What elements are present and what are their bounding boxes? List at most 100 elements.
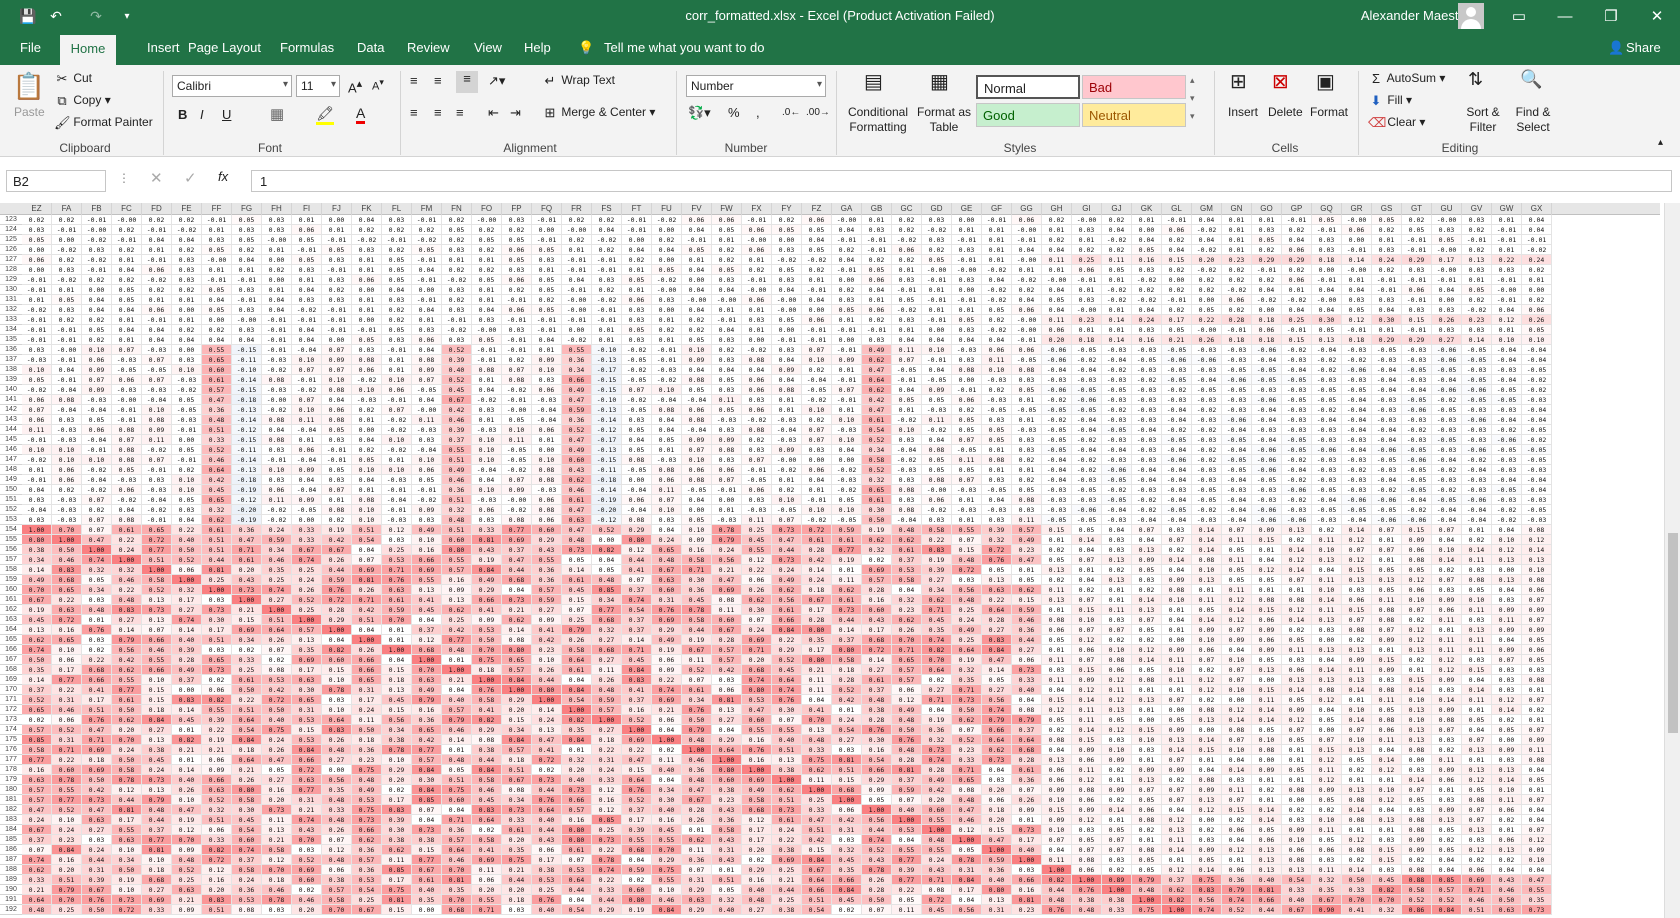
- cell[interactable]: 0.20: [1192, 255, 1222, 265]
- cell[interactable]: 0.14: [1072, 535, 1102, 545]
- cell[interactable]: 0.05: [832, 495, 862, 505]
- cell[interactable]: 0.66: [1012, 875, 1042, 885]
- cell[interactable]: 0.04: [562, 675, 592, 685]
- cell[interactable]: 0.03: [1312, 245, 1342, 255]
- cell[interactable]: -0.03: [142, 385, 172, 395]
- cell[interactable]: -0.00: [472, 325, 502, 335]
- row-header[interactable]: 130: [0, 285, 22, 295]
- cell[interactable]: -0.04: [1042, 455, 1072, 465]
- cell[interactable]: 0.13: [1402, 735, 1432, 745]
- cell[interactable]: 0.06: [1402, 585, 1432, 595]
- cell[interactable]: 0.45: [22, 615, 52, 625]
- cell[interactable]: 0.45: [472, 795, 502, 805]
- cell[interactable]: 0.02: [1192, 825, 1222, 835]
- cell[interactable]: 0.01: [262, 285, 292, 295]
- cell[interactable]: -0.05: [982, 405, 1012, 415]
- row-header[interactable]: 187: [0, 855, 22, 865]
- cell[interactable]: 0.62: [1162, 885, 1192, 895]
- cell[interactable]: -0.04: [1492, 415, 1522, 425]
- cell[interactable]: -0.02: [1312, 355, 1342, 365]
- cell[interactable]: 0.25: [382, 545, 412, 555]
- cell[interactable]: 0.05: [112, 465, 142, 475]
- cell[interactable]: 0.07: [262, 645, 292, 655]
- cell[interactable]: -0.03: [1282, 415, 1312, 425]
- cell[interactable]: 0.02: [1282, 225, 1312, 235]
- cell[interactable]: 0.12: [1162, 865, 1192, 875]
- cell[interactable]: 0.49: [862, 345, 892, 355]
- cell[interactable]: 0.10: [382, 465, 412, 475]
- cell[interactable]: -0.03: [1252, 485, 1282, 495]
- cell[interactable]: 0.69: [412, 565, 442, 575]
- cell[interactable]: 0.55: [952, 525, 982, 535]
- cell[interactable]: -0.02: [142, 505, 172, 515]
- cell[interactable]: -0.02: [1282, 455, 1312, 465]
- cell[interactable]: 0.01: [982, 225, 1012, 235]
- cell[interactable]: 0.02: [172, 215, 202, 225]
- cell[interactable]: 0.05: [982, 565, 1012, 575]
- cell[interactable]: 0.10: [322, 705, 352, 715]
- cell[interactable]: -0.02: [82, 255, 112, 265]
- cell[interactable]: 0.64: [532, 805, 562, 815]
- cell[interactable]: 0.05: [952, 425, 982, 435]
- cell[interactable]: 0.09: [1072, 745, 1102, 755]
- cell[interactable]: 0.69: [232, 625, 262, 635]
- cell[interactable]: 0.06: [1492, 805, 1522, 815]
- cell[interactable]: 0.02: [652, 745, 682, 755]
- row-header[interactable]: 140: [0, 385, 22, 395]
- cell[interactable]: 0.15: [1132, 725, 1162, 735]
- cell[interactable]: -0.01: [22, 435, 52, 445]
- cell[interactable]: 0.02: [652, 235, 682, 245]
- cell[interactable]: 0.03: [712, 425, 742, 435]
- cell[interactable]: 0.06: [712, 465, 742, 475]
- cell[interactable]: 1.00: [232, 595, 262, 605]
- cell[interactable]: 0.73: [502, 595, 532, 605]
- cell[interactable]: -0.03: [1102, 375, 1132, 385]
- cell[interactable]: -0.02: [802, 515, 832, 525]
- cell[interactable]: -0.06: [1462, 445, 1492, 455]
- cell[interactable]: -0.04: [1522, 345, 1552, 355]
- cell[interactable]: 0.01: [832, 405, 862, 415]
- cell[interactable]: 0.08: [1432, 715, 1462, 725]
- cell[interactable]: 0.71: [682, 565, 712, 575]
- cell[interactable]: -0.01: [1252, 265, 1282, 275]
- cell[interactable]: 0.13: [1462, 765, 1492, 775]
- cell[interactable]: 0.06: [862, 275, 892, 285]
- cell[interactable]: 0.02: [1072, 585, 1102, 595]
- cell[interactable]: 0.13: [1102, 555, 1132, 565]
- cell[interactable]: 0.05: [472, 275, 502, 285]
- cell[interactable]: -0.02: [922, 225, 952, 235]
- cell[interactable]: -0.06: [1252, 455, 1282, 465]
- cell[interactable]: 0.12: [1102, 725, 1132, 735]
- cell[interactable]: 0.61: [892, 545, 922, 555]
- cell[interactable]: 0.39: [442, 355, 472, 365]
- cell[interactable]: 0.85: [592, 585, 622, 595]
- cell[interactable]: 0.03: [652, 295, 682, 305]
- cell[interactable]: 0.03: [622, 305, 652, 315]
- row-header[interactable]: 135: [0, 335, 22, 345]
- cell[interactable]: -0.14: [232, 415, 262, 425]
- cell[interactable]: 0.36: [1012, 775, 1042, 785]
- cell[interactable]: 0.33: [592, 885, 622, 895]
- cell[interactable]: 0.08: [682, 415, 712, 425]
- cell[interactable]: 0.02: [1462, 245, 1492, 255]
- cell[interactable]: 0.26: [322, 825, 352, 835]
- cell[interactable]: -0.01: [1072, 275, 1102, 285]
- cell[interactable]: 0.03: [1432, 325, 1462, 335]
- row-header[interactable]: 137: [0, 355, 22, 365]
- cell[interactable]: 0.05: [1042, 295, 1072, 305]
- cell[interactable]: 0.13: [1432, 815, 1462, 825]
- cell[interactable]: -0.05: [1072, 385, 1102, 395]
- cell[interactable]: 0.04: [1372, 305, 1402, 315]
- cell[interactable]: 0.12: [1402, 625, 1432, 635]
- cell[interactable]: -0.03: [1192, 465, 1222, 475]
- cell[interactable]: 0.12: [1312, 775, 1342, 785]
- cell[interactable]: 0.40: [892, 805, 922, 815]
- row-header[interactable]: 155: [0, 535, 22, 545]
- cell[interactable]: 0.01: [622, 285, 652, 295]
- cell[interactable]: -0.02: [1282, 495, 1312, 505]
- cell[interactable]: 0.04: [1132, 305, 1162, 315]
- cell[interactable]: 0.08: [502, 785, 532, 795]
- bold-icon[interactable]: B: [178, 107, 188, 122]
- cell[interactable]: 0.07: [82, 495, 112, 505]
- cell[interactable]: 0.37: [622, 585, 652, 595]
